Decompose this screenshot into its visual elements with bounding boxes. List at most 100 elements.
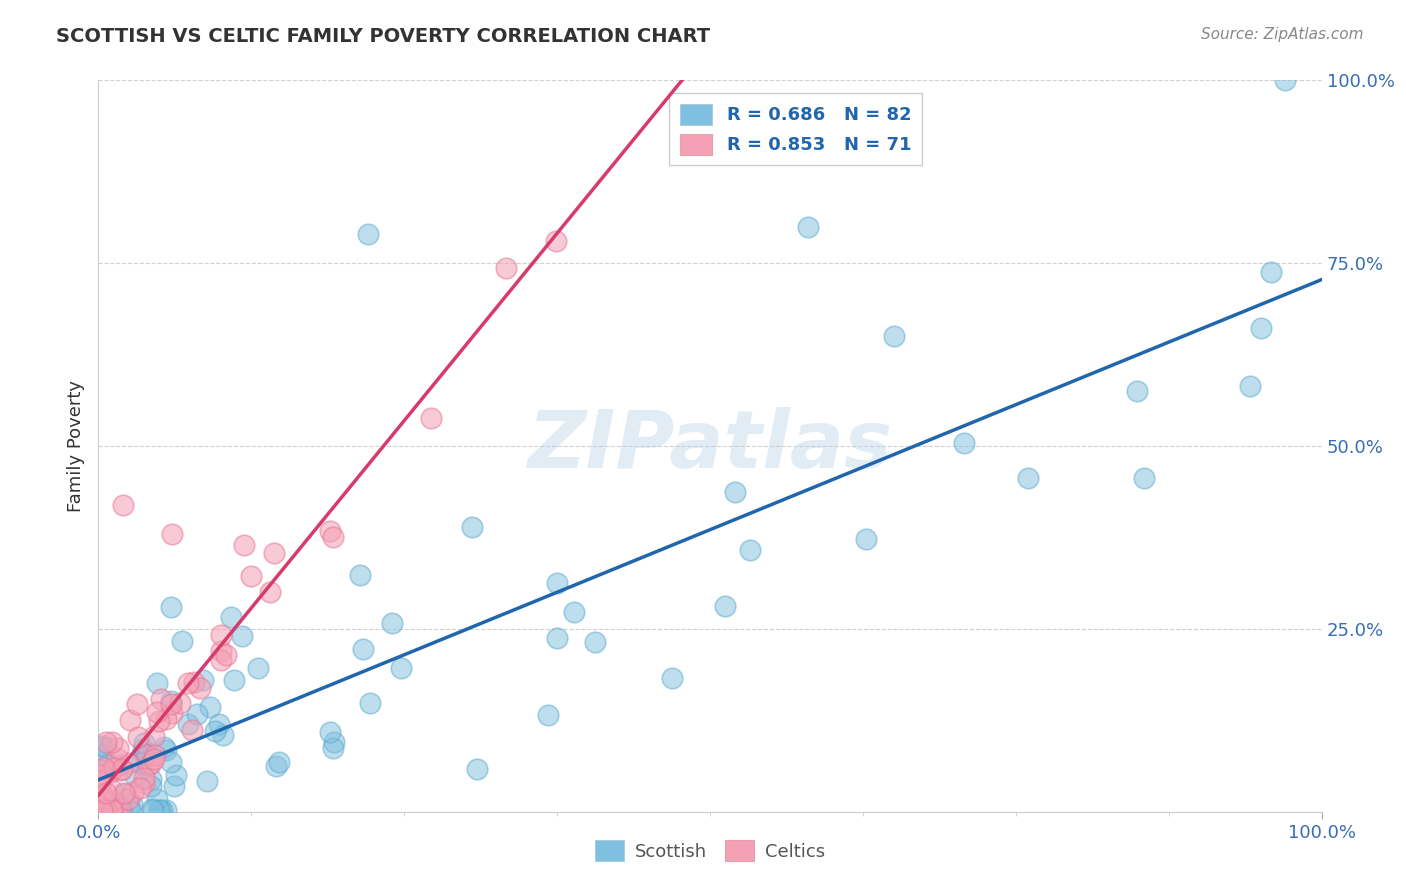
Point [101,793,124,807]
Point [153,740,176,755]
Point [90,786,112,800]
Point [713,599,735,613]
Point [160,698,183,712]
Point [91,739,114,753]
Point [146,792,169,806]
Point [246,660,269,674]
Point [188,681,211,695]
Point [583,635,606,649]
Point [183,674,205,689]
Point [90,768,112,782]
Point [148,714,170,728]
Point [90,803,112,817]
Point [319,724,342,739]
Text: SCOTTISH VS CELTIC FAMILY POVERTY CORRELATION CHART: SCOTTISH VS CELTIC FAMILY POVERTY CORREL… [56,27,710,45]
Point [353,642,375,657]
Point [177,717,200,731]
Point [359,696,381,710]
Point [105,751,128,765]
Point [107,740,129,755]
Point [239,569,262,583]
Point [163,779,186,793]
Point [127,730,149,744]
Point [108,803,131,817]
Point [112,787,135,801]
Point [136,747,159,762]
Point [124,769,146,783]
Point [118,803,141,817]
Point [381,616,404,631]
Point [91,747,114,761]
Point [322,530,344,544]
Point [181,723,204,737]
Point [132,748,155,763]
Point [738,543,761,558]
Point [356,227,378,241]
Text: ZIPatlas: ZIPatlas [527,407,893,485]
Point [100,803,122,817]
Point [129,756,152,771]
Point [1250,321,1272,335]
Legend: R = 0.686   N = 82, R = 0.853   N = 71: R = 0.686 N = 82, R = 0.853 N = 71 [669,93,922,165]
Point [1126,384,1149,398]
Point [139,772,162,787]
Point [103,761,125,775]
Point [128,780,150,795]
Point [100,765,122,780]
Point [134,746,156,760]
Point [150,803,173,817]
Point [101,795,124,809]
Point [177,675,200,690]
Point [96,803,118,817]
Point [546,234,568,248]
Point [94,786,117,800]
Point [661,671,683,685]
Point [143,729,166,743]
Point [104,803,127,817]
Point [322,735,344,749]
Point [186,706,208,721]
Point [155,712,177,726]
Point [160,706,183,721]
Point [1274,73,1296,87]
Point [160,694,183,708]
Point [141,802,163,816]
Point [537,708,560,723]
Point [855,532,877,546]
Y-axis label: Family Poverty: Family Poverty [66,380,84,512]
Point [142,803,165,817]
Point [112,786,135,800]
Point [233,538,256,552]
Point [93,762,115,776]
Point [132,742,155,756]
Point [146,676,169,690]
Point [132,736,155,750]
Point [120,713,142,727]
Point [953,435,976,450]
Point [101,803,124,817]
Point [145,705,167,719]
Point [143,752,166,766]
Point [231,629,253,643]
Point [90,790,112,805]
Point [165,768,187,782]
Point [101,803,124,817]
Point [143,748,166,763]
Point [266,759,288,773]
Point [349,568,371,582]
Point [94,803,117,817]
Point [322,741,344,756]
Point [267,755,290,769]
Point [461,520,484,534]
Point [127,697,149,711]
Point [94,735,117,749]
Point [150,691,173,706]
Point [160,599,183,614]
Point [148,803,170,817]
Point [101,783,124,797]
Point [215,648,238,663]
Point [198,699,221,714]
Point [1133,471,1156,485]
Point [318,524,340,538]
Point [122,785,145,799]
